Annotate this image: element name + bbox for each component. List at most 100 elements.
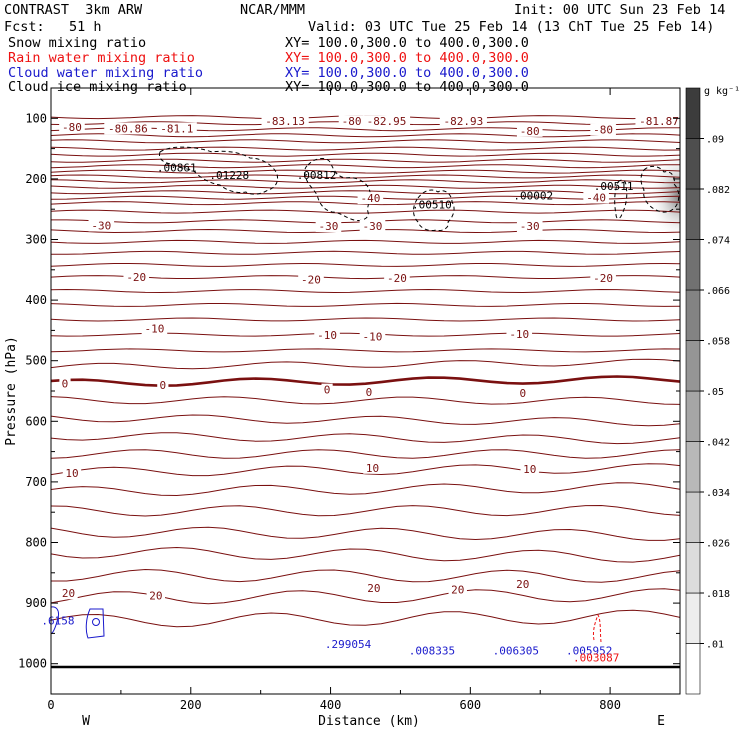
colorbar-segment [685, 340, 701, 392]
contour-label: -10 [317, 329, 337, 342]
contour-label: -30 [520, 220, 540, 233]
temperature-contour [51, 288, 680, 294]
contour-label-bg [59, 377, 71, 390]
colorbar-tick-label: .05 [706, 387, 724, 398]
contour-label-bg [141, 322, 168, 335]
x-tick-label: 800 [599, 698, 621, 712]
temperature-contour [51, 526, 680, 541]
y-tick-label: 1000 [18, 657, 47, 671]
temperature-contour [51, 375, 680, 388]
org-label: NCAR/MMM [240, 2, 306, 18]
field-cloudwater-xy: XY= 100.0,300.0 to 400.0,300.0 [285, 65, 529, 81]
temperature-contour [51, 133, 680, 138]
field-cloudice-xy: XY= 100.0,300.0 to 400.0,300.0 [285, 79, 529, 95]
y-tick-label: 200 [25, 172, 47, 186]
contour-label: 20 [451, 584, 464, 597]
y-tick-label: 600 [25, 414, 47, 428]
forecast-hour: Fcst: 51 h [4, 19, 102, 35]
east-label: E [657, 714, 665, 729]
contour-label-bg [590, 272, 616, 285]
colorbar-tick-label: .074 [706, 236, 730, 247]
temperature-contour [51, 250, 680, 255]
y-tick-label: 800 [25, 536, 47, 550]
snow-contour [614, 179, 628, 219]
temperature-contour [51, 348, 680, 353]
colorbar-segment [685, 643, 701, 695]
contour-label: 20 [149, 590, 162, 603]
temperature-contour [51, 396, 680, 405]
colorbar-tick-label: .09 [706, 135, 724, 146]
temperature-contour [51, 239, 680, 244]
maximum-label: .006305 [493, 645, 539, 658]
x-tick-label: 600 [459, 698, 481, 712]
temperature-contour [51, 169, 680, 174]
temperature-contour [51, 482, 680, 497]
contour-label: 20 [367, 582, 380, 595]
y-tick-label: 700 [25, 475, 47, 489]
contour-label-bg [520, 462, 539, 475]
temperature-contour [51, 139, 680, 144]
temperature-contour [51, 184, 680, 189]
colorbar-tick-label: .042 [706, 438, 730, 449]
contour-label: -10 [144, 322, 164, 335]
contour-label: 0 [160, 379, 167, 392]
field-cloudwater-name: Cloud water mixing ratio [8, 65, 204, 81]
colorbar-segment [685, 390, 701, 442]
cloud-water-contour [51, 606, 59, 635]
temperature-contour [51, 152, 680, 157]
maximum-label: .6158 [41, 614, 74, 627]
maximum-label: .01228 [209, 169, 249, 182]
temperature-contour [51, 504, 680, 517]
temperature-contour [51, 127, 680, 132]
contour-label-bg [298, 273, 324, 286]
contour-label-bg [88, 219, 115, 232]
maximum-label: .003087 [573, 651, 619, 664]
colorbar-tick-label: .026 [706, 539, 730, 550]
contour-label: 10 [65, 467, 78, 480]
temperature-contour [51, 209, 680, 214]
contour-label-bg [59, 121, 85, 134]
cloud-water-contour [85, 608, 105, 639]
field-snow-name: Snow mixing ratio [8, 35, 147, 51]
contour-label: 20 [62, 587, 75, 600]
snow-contour [304, 157, 371, 221]
contour-label: -80 [342, 115, 362, 128]
contour-label-bg [384, 272, 410, 285]
contour-label: -20 [301, 273, 321, 286]
maximum-label: .00812 [297, 169, 337, 182]
x-tick-label: 200 [180, 698, 202, 712]
maximum-label: .00510 [412, 199, 452, 212]
colorbar-tick-label: .018 [706, 589, 730, 600]
temperature-contour [51, 201, 680, 206]
contour-label: 0 [519, 387, 526, 400]
temperature-contour [51, 164, 680, 169]
contour-label-bg [635, 115, 683, 128]
contour-label-bg [261, 115, 309, 128]
field-rain-name: Rain water mixing ratio [8, 50, 195, 66]
rain-contour [593, 613, 602, 643]
contour-label-bg [363, 386, 375, 399]
contour-label: -40 [360, 192, 380, 205]
temperature-contour [51, 275, 680, 280]
temperature-contour [51, 190, 680, 195]
contour-label: -10 [509, 328, 529, 341]
x-axis-title: Distance (km) [318, 714, 420, 729]
contour-label: -20 [593, 272, 613, 285]
contour-label: 0 [62, 378, 69, 391]
contour-label: -80 [593, 124, 613, 137]
contour-label: -80 [520, 125, 540, 138]
contour-label-bg [146, 589, 166, 602]
contour-label-bg [517, 387, 529, 400]
contour-label-bg [362, 115, 411, 128]
contour-label: -30 [91, 219, 111, 232]
contour-label: 20 [516, 578, 529, 591]
contour-label: -80.86 [108, 122, 148, 135]
colorbar-segment [685, 239, 701, 291]
maximum-label: .299054 [325, 638, 372, 651]
contour-label: -10 [363, 330, 383, 343]
contour-label: 0 [324, 384, 331, 397]
temperature-contour [51, 302, 680, 307]
valid-time: Valid: 03 UTC Tue 25 Feb 14 (13 ChT Tue … [308, 19, 715, 35]
y-tick-label: 300 [25, 233, 47, 247]
contour-label-bg [448, 583, 467, 596]
